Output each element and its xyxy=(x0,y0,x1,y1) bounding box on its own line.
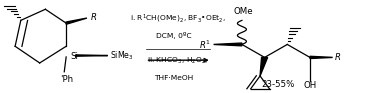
Polygon shape xyxy=(214,43,242,46)
Polygon shape xyxy=(66,18,87,24)
Text: SiMe$_3$: SiMe$_3$ xyxy=(110,49,133,62)
Text: THF·MeOH: THF·MeOH xyxy=(154,75,194,81)
Text: 23-55%: 23-55% xyxy=(261,80,294,89)
Text: DCM, 0ºC: DCM, 0ºC xyxy=(156,32,192,39)
Text: i. R$^1$CH(OMe)$_2$, BF$_3$•OEt$_2$,: i. R$^1$CH(OMe)$_2$, BF$_3$•OEt$_2$, xyxy=(130,12,226,25)
Text: OMe: OMe xyxy=(234,7,254,16)
Text: R: R xyxy=(335,53,341,62)
Polygon shape xyxy=(260,57,268,76)
Text: R: R xyxy=(91,13,97,22)
Polygon shape xyxy=(310,56,333,58)
Text: 'Ph: 'Ph xyxy=(60,74,73,84)
Text: Si: Si xyxy=(70,52,78,61)
Polygon shape xyxy=(76,55,108,56)
Text: R$^1$: R$^1$ xyxy=(199,38,211,51)
Text: ii. KHCO$_3$, H$_2$O$_2$,: ii. KHCO$_3$, H$_2$O$_2$, xyxy=(147,56,208,66)
Text: OH: OH xyxy=(303,81,317,90)
